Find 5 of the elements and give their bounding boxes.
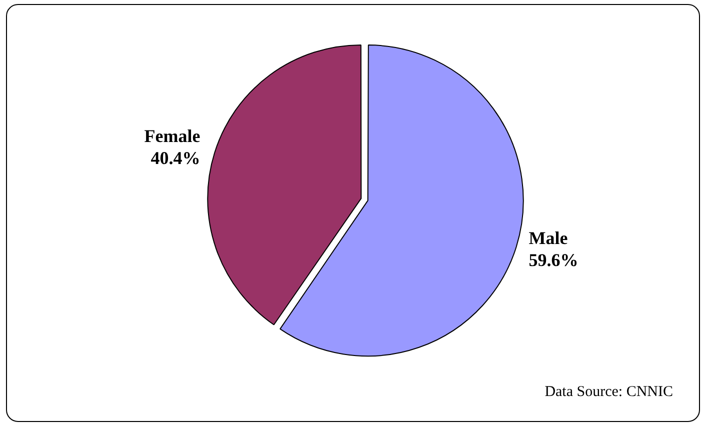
slice-label: Male — [528, 228, 568, 248]
data-label: 40.4% — [150, 148, 200, 168]
slice-label: Female — [144, 126, 200, 146]
source-note: Data Source: CNNIC — [544, 384, 673, 401]
data-label: 59.6% — [528, 250, 578, 270]
